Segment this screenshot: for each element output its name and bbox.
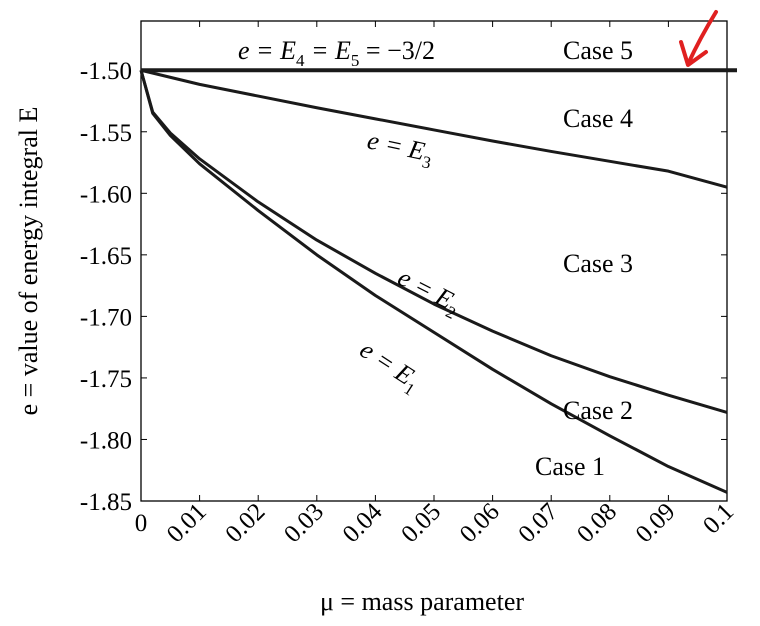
- y-tick-label: -1.70: [80, 304, 132, 331]
- x-tick-label: 0.04: [338, 498, 388, 548]
- x-tick-label: 0: [135, 510, 148, 537]
- x-tick-label: 0.07: [513, 498, 563, 548]
- case-4-label: Case 4: [563, 104, 633, 133]
- plot-frame: [140, 20, 728, 502]
- series-lines: [139, 68, 737, 494]
- x-axis-label: μ = mass parameter: [320, 587, 524, 616]
- y-tick-label: -1.85: [80, 489, 132, 516]
- x-tick-label: 0.06: [455, 498, 505, 548]
- y-tick-label: -1.80: [80, 427, 132, 454]
- red-arrow-shaft: [686, 10, 718, 66]
- label-e1: e = E1: [352, 335, 426, 400]
- x-tick-label: 0.03: [279, 498, 329, 548]
- y-tick-label: -1.60: [80, 181, 132, 208]
- red-arrow-marker: [679, 10, 718, 67]
- y-axis-ticks: -1.50 -1.55 -1.60 -1.65 -1.70 -1.75 -1.80 -1.85: [80, 58, 727, 516]
- x-tick-label: 0.08: [572, 498, 622, 548]
- y-axis-label: e = value of energy integral E: [14, 107, 43, 416]
- y-tick-label: -1.75: [80, 366, 132, 393]
- label-e3: e = E3: [364, 126, 436, 173]
- x-tick-label: 0.09: [631, 498, 681, 548]
- case-1-label: Case 1: [535, 452, 605, 481]
- series-line-e3: [140, 68, 728, 189]
- x-tick-label: 0.01: [162, 498, 212, 548]
- x-tick-label: 0.02: [220, 498, 270, 548]
- case-3-label: Case 3: [563, 249, 633, 278]
- x-tick-label: 0.1: [698, 498, 739, 539]
- y-tick-label: -1.65: [80, 243, 132, 270]
- x-tick-label: 0.05: [396, 498, 446, 548]
- y-tick-label: -1.50: [80, 58, 132, 85]
- red-arrow-head: [679, 40, 708, 67]
- label-e4-e5: e = E4 = E5 = −3/2: [238, 36, 435, 70]
- case-5-label: Case 5: [563, 36, 633, 65]
- y-tick-label: -1.55: [80, 120, 132, 147]
- series-line-e1: [139, 69, 728, 494]
- case-2-label: Case 2: [563, 396, 633, 425]
- series-line-e2: [139, 69, 728, 414]
